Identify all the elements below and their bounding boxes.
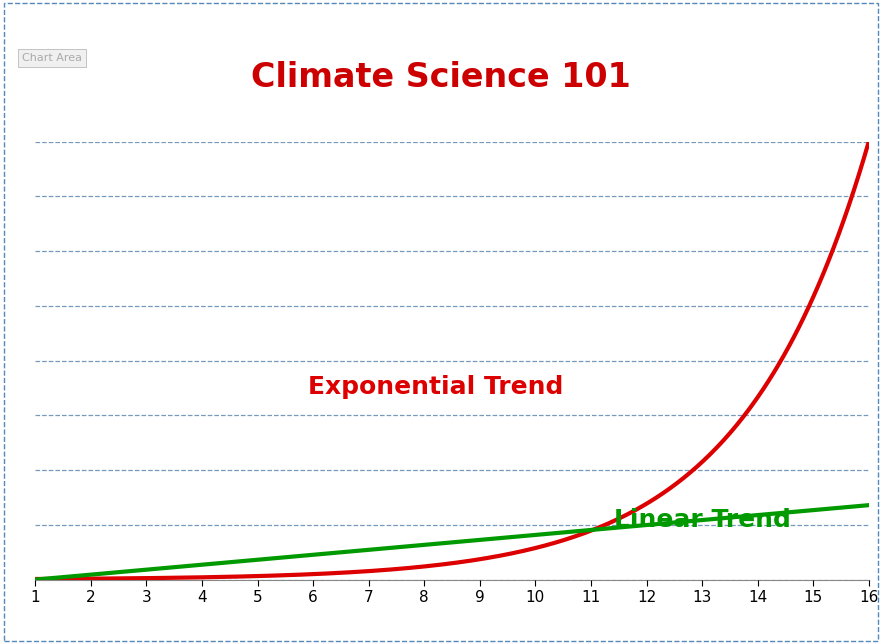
Text: Climate Science 101: Climate Science 101 — [251, 61, 631, 94]
Text: Exponential Trend: Exponential Trend — [308, 375, 563, 399]
Text: Chart Area: Chart Area — [22, 53, 82, 63]
Text: Linear Trend: Linear Trend — [614, 509, 790, 533]
